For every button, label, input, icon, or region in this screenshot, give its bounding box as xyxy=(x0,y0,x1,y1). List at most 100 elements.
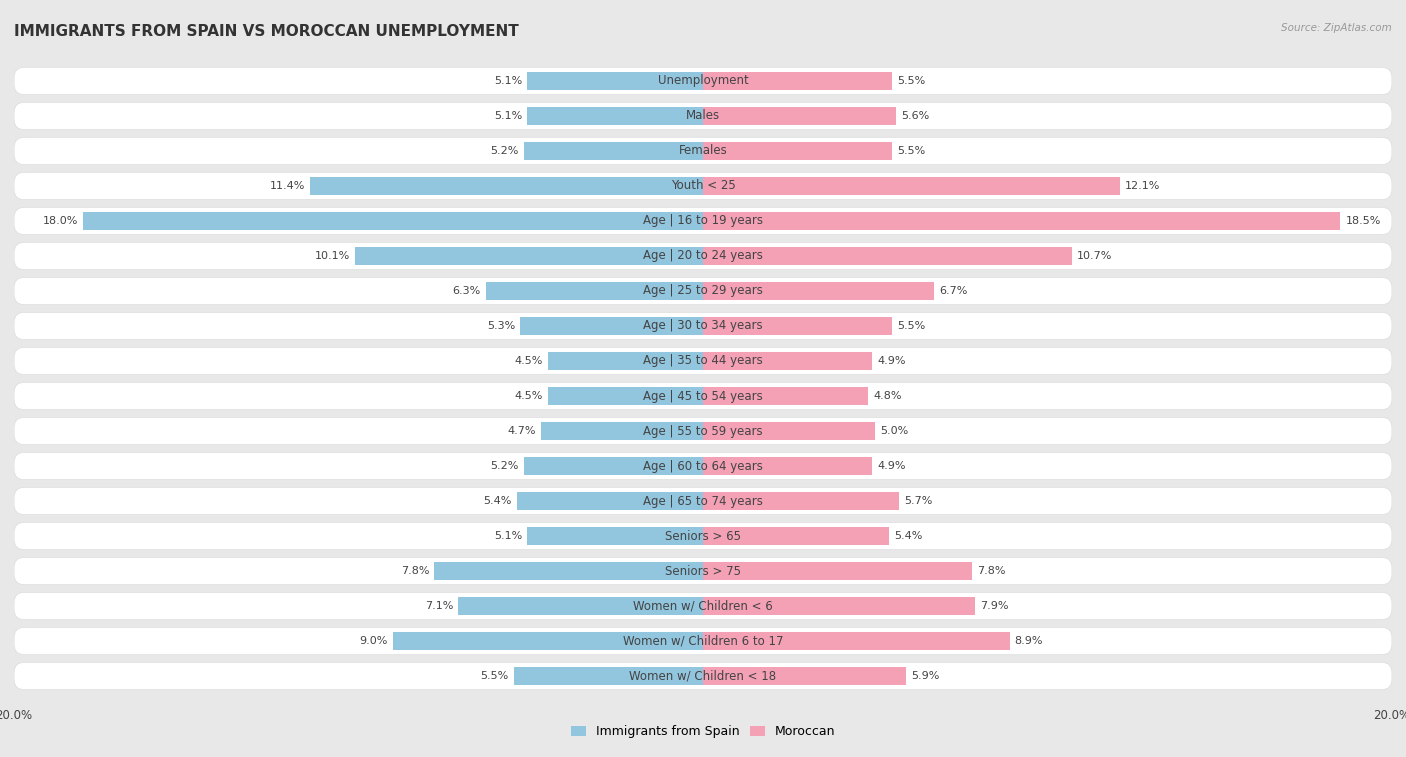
Text: 9.0%: 9.0% xyxy=(360,636,388,646)
FancyBboxPatch shape xyxy=(14,67,1392,95)
FancyBboxPatch shape xyxy=(14,417,1392,444)
FancyBboxPatch shape xyxy=(14,313,1392,340)
Text: Females: Females xyxy=(679,145,727,157)
Text: 7.8%: 7.8% xyxy=(401,566,429,576)
Text: Males: Males xyxy=(686,110,720,123)
Text: 5.1%: 5.1% xyxy=(494,111,522,121)
Text: 5.5%: 5.5% xyxy=(897,146,927,156)
Text: Age | 35 to 44 years: Age | 35 to 44 years xyxy=(643,354,763,367)
Text: 18.5%: 18.5% xyxy=(1346,216,1381,226)
Text: 5.0%: 5.0% xyxy=(880,426,908,436)
FancyBboxPatch shape xyxy=(14,593,1392,620)
Bar xyxy=(548,352,703,370)
FancyBboxPatch shape xyxy=(14,173,1392,200)
Bar xyxy=(524,457,703,475)
Text: Youth < 25: Youth < 25 xyxy=(671,179,735,192)
Bar xyxy=(703,212,1340,230)
Bar xyxy=(703,492,900,510)
Bar xyxy=(356,247,703,265)
Text: 4.5%: 4.5% xyxy=(515,391,543,401)
FancyBboxPatch shape xyxy=(14,522,1392,550)
Bar xyxy=(703,247,1071,265)
FancyBboxPatch shape xyxy=(14,557,1392,584)
Bar xyxy=(703,632,1010,650)
Text: 7.1%: 7.1% xyxy=(425,601,453,611)
Text: 4.8%: 4.8% xyxy=(873,391,903,401)
Bar xyxy=(548,387,703,405)
Bar xyxy=(392,632,703,650)
Bar xyxy=(703,107,896,125)
Bar xyxy=(703,387,869,405)
Text: Seniors > 65: Seniors > 65 xyxy=(665,529,741,543)
Text: 6.7%: 6.7% xyxy=(939,286,967,296)
Bar xyxy=(703,142,893,160)
Text: 8.9%: 8.9% xyxy=(1015,636,1043,646)
Text: 7.9%: 7.9% xyxy=(980,601,1008,611)
Text: Source: ZipAtlas.com: Source: ZipAtlas.com xyxy=(1281,23,1392,33)
Bar xyxy=(517,492,703,510)
Text: Age | 65 to 74 years: Age | 65 to 74 years xyxy=(643,494,763,507)
Bar xyxy=(703,667,907,685)
Text: 10.7%: 10.7% xyxy=(1077,251,1112,261)
Bar xyxy=(527,72,703,90)
Text: 6.3%: 6.3% xyxy=(453,286,481,296)
Text: Seniors > 75: Seniors > 75 xyxy=(665,565,741,578)
Bar xyxy=(703,282,934,300)
FancyBboxPatch shape xyxy=(14,242,1392,269)
Text: Women w/ Children < 18: Women w/ Children < 18 xyxy=(630,669,776,683)
FancyBboxPatch shape xyxy=(14,102,1392,129)
Text: 4.9%: 4.9% xyxy=(877,356,905,366)
Text: 5.5%: 5.5% xyxy=(479,671,509,681)
Text: 5.5%: 5.5% xyxy=(897,321,927,331)
Text: 12.1%: 12.1% xyxy=(1125,181,1160,191)
Text: 5.6%: 5.6% xyxy=(901,111,929,121)
FancyBboxPatch shape xyxy=(14,347,1392,375)
Text: 5.7%: 5.7% xyxy=(904,496,934,506)
Text: 5.4%: 5.4% xyxy=(484,496,512,506)
Text: 5.3%: 5.3% xyxy=(486,321,515,331)
Bar xyxy=(703,562,972,580)
Text: 11.4%: 11.4% xyxy=(270,181,305,191)
FancyBboxPatch shape xyxy=(14,207,1392,235)
Text: 4.9%: 4.9% xyxy=(877,461,905,471)
Text: Age | 60 to 64 years: Age | 60 to 64 years xyxy=(643,459,763,472)
FancyBboxPatch shape xyxy=(14,137,1392,164)
Text: Women w/ Children 6 to 17: Women w/ Children 6 to 17 xyxy=(623,634,783,647)
Bar xyxy=(434,562,703,580)
Text: 5.2%: 5.2% xyxy=(491,146,519,156)
FancyBboxPatch shape xyxy=(14,453,1392,480)
Bar xyxy=(527,107,703,125)
Legend: Immigrants from Spain, Moroccan: Immigrants from Spain, Moroccan xyxy=(567,721,839,743)
Text: Women w/ Children < 6: Women w/ Children < 6 xyxy=(633,600,773,612)
Bar xyxy=(541,422,703,440)
Text: 5.4%: 5.4% xyxy=(894,531,922,541)
Text: 5.2%: 5.2% xyxy=(491,461,519,471)
Bar xyxy=(486,282,703,300)
Bar xyxy=(311,177,703,195)
Text: 10.1%: 10.1% xyxy=(315,251,350,261)
Text: Age | 25 to 29 years: Age | 25 to 29 years xyxy=(643,285,763,298)
Text: IMMIGRANTS FROM SPAIN VS MOROCCAN UNEMPLOYMENT: IMMIGRANTS FROM SPAIN VS MOROCCAN UNEMPL… xyxy=(14,24,519,39)
Bar xyxy=(703,527,889,545)
Bar xyxy=(703,352,872,370)
Text: 5.9%: 5.9% xyxy=(911,671,939,681)
Bar xyxy=(703,177,1119,195)
Text: 4.5%: 4.5% xyxy=(515,356,543,366)
Bar xyxy=(527,527,703,545)
Bar xyxy=(458,597,703,615)
Bar xyxy=(703,422,875,440)
FancyBboxPatch shape xyxy=(14,277,1392,304)
FancyBboxPatch shape xyxy=(14,662,1392,690)
Bar xyxy=(703,317,893,335)
FancyBboxPatch shape xyxy=(14,382,1392,410)
Text: 5.1%: 5.1% xyxy=(494,531,522,541)
Bar xyxy=(703,457,872,475)
FancyBboxPatch shape xyxy=(14,488,1392,515)
Bar xyxy=(524,142,703,160)
Text: 7.8%: 7.8% xyxy=(977,566,1005,576)
Text: 4.7%: 4.7% xyxy=(508,426,536,436)
Text: Age | 20 to 24 years: Age | 20 to 24 years xyxy=(643,250,763,263)
Bar xyxy=(513,667,703,685)
Text: 5.5%: 5.5% xyxy=(897,76,927,86)
Text: Age | 16 to 19 years: Age | 16 to 19 years xyxy=(643,214,763,228)
